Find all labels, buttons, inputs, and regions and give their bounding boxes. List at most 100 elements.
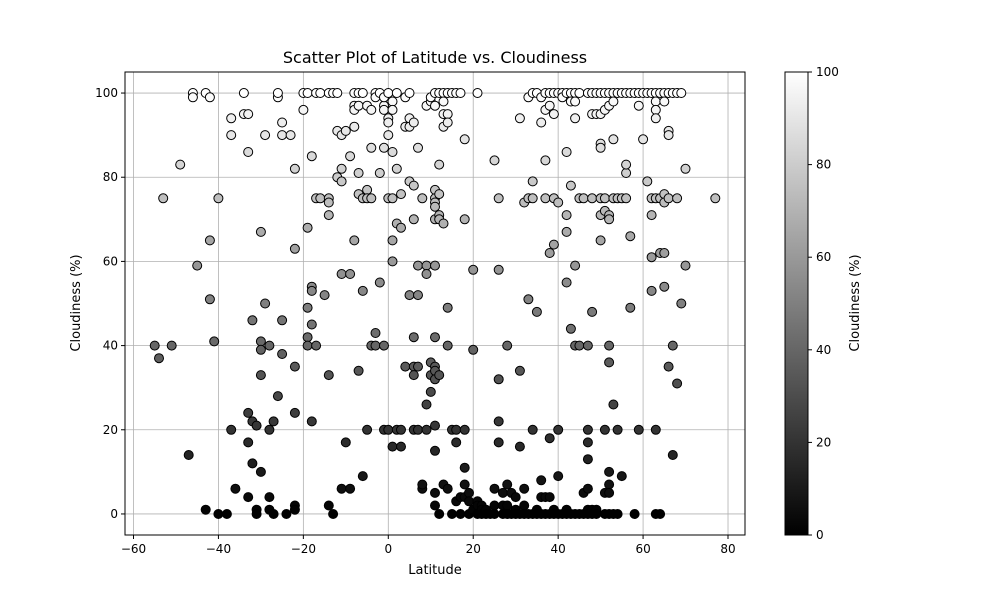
data-point [604,340,615,351]
data-point [455,509,466,519]
data-point [561,226,572,237]
data-point [608,399,619,410]
data-point [340,125,351,136]
colorbar-tick-label: 0 [816,528,824,542]
data-point [357,88,368,98]
data-point [166,340,177,351]
data-point [323,210,334,221]
x-tick-label: 0 [384,542,392,556]
data-point [391,88,402,98]
data-point [408,214,419,225]
data-point [459,479,470,490]
data-point [289,504,300,515]
data-point [260,130,271,141]
data-point [646,252,657,263]
data-point [302,332,313,343]
data-point [255,466,266,477]
data-point [544,492,555,503]
data-point [553,424,564,435]
data-point [680,163,691,174]
data-point [570,113,581,124]
data-point [642,176,653,187]
data-point [621,168,632,178]
data-point [519,483,530,494]
data-point [621,193,632,204]
data-point [306,416,317,427]
data-point [468,264,479,275]
data-point [582,483,593,494]
data-point [336,269,347,279]
data-point [493,416,504,427]
data-point [353,365,364,376]
data-point [374,168,385,178]
data-point [514,441,525,452]
data-point [251,420,262,431]
data-point [413,142,423,153]
data-point [493,437,504,448]
data-point [519,500,530,511]
colorbar-tick-label: 60 [816,250,831,264]
data-point [527,193,538,204]
data-point [434,370,445,381]
data-point [676,298,687,309]
data-point [396,222,406,233]
data-point [289,163,300,174]
data-point [561,277,572,288]
data-point [527,424,538,435]
data-point [514,113,525,124]
data-point [302,88,313,98]
data-point [387,104,398,115]
data-point [302,340,313,351]
data-point [289,407,300,418]
data-point [442,117,453,128]
data-point [285,130,296,141]
data-point [264,340,275,351]
data-point [489,509,500,519]
data-point [536,117,547,128]
data-point [277,117,288,128]
data-point [430,487,440,498]
data-point [387,256,398,267]
data-point [272,88,283,98]
data-point [616,471,627,482]
y-axis-ticks: 0 20 40 60 80 100 [95,86,125,521]
chart-title: Scatter Plot of Latitude vs. Cloudiness [283,48,587,67]
data-point [451,437,462,448]
colorbar-tick-label: 20 [816,435,831,449]
data-point [362,424,373,435]
data-point [243,109,254,120]
data-point [340,437,351,448]
data-point [396,189,406,200]
data-point [464,487,474,498]
data-point [213,509,224,519]
data-point [204,294,215,305]
data-point [243,492,254,503]
data-point [277,349,288,359]
data-point [357,471,368,482]
data-point [676,88,687,98]
data-point [625,302,636,313]
data-point [306,319,317,330]
data-point [587,306,598,317]
data-point [379,340,389,351]
data-point [612,509,623,519]
data-point [710,193,721,204]
data-point [438,96,449,107]
data-point [510,492,521,503]
data-point [493,264,504,275]
data-point [379,142,389,153]
data-point [455,88,466,98]
data-point [514,365,525,376]
data-point [306,285,317,296]
data-point [578,193,589,204]
data-point [349,121,360,132]
data-point [489,483,500,494]
data-point [595,235,606,246]
data-point [311,340,322,351]
data-point [489,500,500,511]
data-point [544,100,555,111]
data-point [531,306,542,317]
data-point [315,88,326,98]
data-point [574,88,585,98]
data-point [404,290,415,301]
